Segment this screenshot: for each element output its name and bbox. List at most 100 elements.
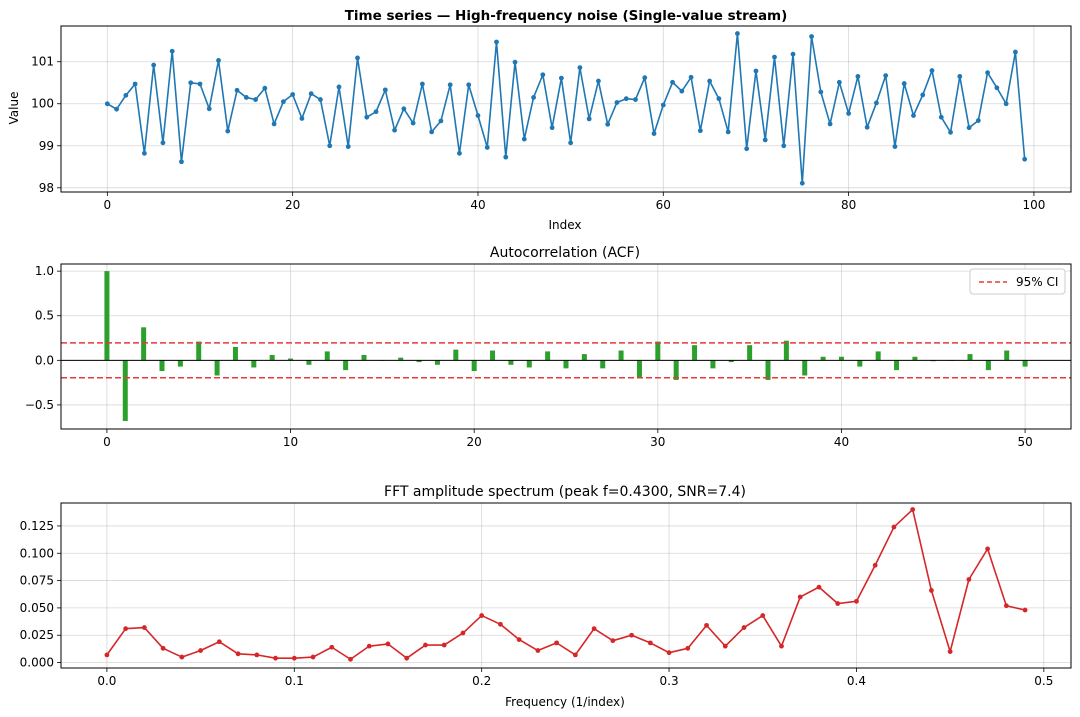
data-point [329, 644, 335, 650]
data-point [235, 651, 241, 657]
x-tick-label: 80 [841, 198, 856, 212]
data-point [633, 97, 638, 102]
data-point [104, 101, 110, 107]
data-point [883, 73, 889, 78]
data-point [697, 128, 703, 134]
data-point [660, 102, 666, 108]
acf-bar [894, 360, 900, 371]
x-tick-label: 0.4 [847, 674, 866, 688]
fft-title: FFT amplitude spectrum (peak f=0.4300, S… [384, 484, 746, 500]
acf-bar [343, 360, 349, 371]
time-series-title: Time series — High-frequency noise (Sing… [345, 8, 788, 24]
data-point [512, 59, 518, 65]
series-line [106, 508, 1026, 661]
data-point [254, 652, 260, 658]
data-point [779, 643, 784, 649]
x-tick-label: 0.2 [472, 674, 491, 688]
data-point [540, 72, 546, 78]
y-tick-label: 1.0 [35, 264, 54, 278]
data-point [484, 145, 490, 150]
data-point [327, 143, 333, 149]
acf-bar [581, 354, 587, 361]
data-point [610, 638, 616, 644]
y-tick-label: 101 [31, 55, 54, 69]
data-point [929, 68, 935, 73]
data-point [1022, 607, 1028, 613]
data-point [790, 51, 796, 57]
acf-panel: Autocorrelation (ACF) 0 10 20 30 40 50 1.0 0.5 0… [25, 245, 1072, 449]
data-point [911, 113, 916, 118]
data-point [503, 154, 509, 160]
acf-bar [967, 354, 973, 361]
series-line [106, 32, 1026, 184]
data-point [535, 648, 541, 653]
axes-frame [60, 263, 1072, 430]
data-point [892, 144, 898, 150]
acf-bar [526, 360, 532, 368]
data-point [104, 652, 110, 658]
data-point [716, 96, 722, 102]
y-tick-label: 99 [39, 139, 54, 153]
data-point [753, 68, 759, 74]
data-point [516, 637, 522, 642]
acf-bar [508, 360, 514, 365]
time-series-xlabel: Index [548, 218, 581, 232]
acf-bar [747, 345, 753, 361]
y-tick-label: 100 [31, 97, 54, 111]
data-point [475, 113, 481, 118]
data-point [707, 78, 713, 84]
acf-title: Autocorrelation (ACF) [490, 245, 640, 261]
data-point [114, 106, 119, 112]
data-point [364, 114, 370, 120]
data-point [864, 124, 870, 130]
data-point [816, 584, 822, 590]
data-point [345, 144, 351, 150]
y-tick-label: 0.050 [20, 601, 54, 615]
data-point [985, 70, 991, 76]
data-point [920, 92, 926, 98]
data-point [651, 131, 657, 136]
data-point [373, 109, 379, 115]
data-point [846, 111, 852, 116]
data-point [457, 150, 462, 156]
acf-bar [232, 346, 238, 361]
data-point [392, 127, 397, 133]
data-point [623, 96, 629, 102]
data-point [966, 125, 972, 131]
acf-bar [398, 357, 404, 361]
data-point [836, 79, 842, 85]
acf-bar [453, 349, 459, 361]
data-point [605, 121, 611, 127]
data-point [629, 632, 634, 638]
acf-bar [802, 360, 808, 376]
data-point [725, 129, 731, 135]
data-point [348, 656, 353, 662]
acf-bar [710, 360, 716, 369]
data-point [423, 642, 428, 648]
acf-legend: 95% CI [969, 268, 1066, 295]
data-point [291, 655, 297, 661]
data-point [762, 137, 768, 143]
acf-bar [600, 360, 606, 369]
x-tick-label: 60 [656, 198, 671, 212]
x-tick-label: 40 [470, 198, 485, 212]
time-series-panel: Time series — High-frequency noise (Sing… [7, 8, 1072, 232]
data-point [169, 48, 175, 54]
data-point [891, 524, 897, 530]
acf-bar [104, 271, 110, 361]
y-tick-label: 0.100 [20, 546, 54, 560]
data-point [1003, 603, 1009, 609]
data-point [206, 106, 212, 112]
acf-bar [122, 360, 128, 421]
acf-bar [196, 341, 202, 361]
acf-bar [673, 360, 679, 380]
y-tick-label: 0.000 [20, 656, 54, 670]
data-point [744, 146, 750, 152]
data-point [310, 654, 316, 660]
x-tick-label: 30 [650, 435, 665, 449]
data-point [299, 116, 305, 121]
data-point [938, 114, 944, 120]
data-point [441, 642, 447, 648]
data-point [216, 58, 221, 63]
data-point [216, 639, 222, 645]
